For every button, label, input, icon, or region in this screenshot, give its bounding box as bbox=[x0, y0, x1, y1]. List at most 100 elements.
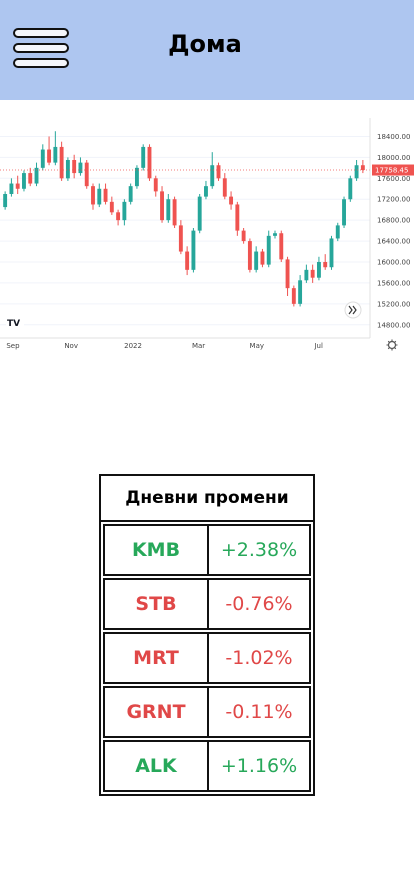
candle-body bbox=[310, 269, 315, 278]
ticker-cell: ALK bbox=[105, 742, 209, 790]
tradingview-logo-icon[interactable]: TV bbox=[6, 316, 24, 329]
time-tick-label: 2022 bbox=[124, 342, 142, 350]
candle-body bbox=[34, 167, 39, 184]
chevrons bbox=[348, 305, 357, 315]
price-chart[interactable]: 18400.00 18000.00 17600.00 17200.00 16800.00… bbox=[0, 118, 414, 356]
candle-body bbox=[291, 288, 296, 304]
daily-changes-rows: KMB +2.38% STB -0.76% MRT -1.02% GRNT -0… bbox=[101, 522, 313, 794]
time-tick-label: Jul bbox=[313, 342, 323, 350]
price-tick-label: 18000.00 bbox=[377, 154, 410, 162]
table-row[interactable]: KMB +2.38% bbox=[103, 524, 311, 576]
candle-body bbox=[348, 178, 353, 200]
hamburger-menu-icon[interactable] bbox=[13, 28, 69, 72]
candle-body bbox=[97, 188, 102, 205]
candle-body bbox=[335, 225, 340, 239]
candle-body bbox=[109, 201, 114, 213]
candle-body bbox=[342, 199, 346, 226]
menu-bar-bottom bbox=[13, 58, 69, 68]
candle-body bbox=[59, 146, 64, 179]
ticker-cell: KMB bbox=[105, 526, 209, 574]
candle-body bbox=[166, 199, 171, 221]
candle-body bbox=[91, 186, 95, 205]
price-tick-label: 14800.00 bbox=[377, 321, 410, 329]
gear-icon[interactable] bbox=[386, 339, 398, 351]
candle-body bbox=[266, 235, 271, 265]
candle-body bbox=[160, 191, 164, 221]
price-tick-label: 15200.00 bbox=[377, 300, 410, 308]
gear-teeth bbox=[386, 339, 398, 351]
chart-candles bbox=[0, 131, 370, 307]
candle-body bbox=[9, 183, 14, 194]
candle-body bbox=[222, 178, 227, 197]
candle-body bbox=[241, 230, 246, 242]
candle-body bbox=[304, 269, 309, 281]
table-row[interactable]: GRNT -0.11% bbox=[103, 686, 311, 738]
candle-body bbox=[147, 146, 152, 179]
price-axis: 18400.00 18000.00 17600.00 17200.00 16800.00… bbox=[377, 133, 410, 329]
price-tick-label: 18400.00 bbox=[377, 133, 410, 141]
candle-body bbox=[298, 280, 303, 304]
candle-body bbox=[360, 165, 365, 171]
candle-body bbox=[65, 160, 70, 179]
menu-bar-middle bbox=[13, 43, 69, 53]
candle-body bbox=[185, 251, 190, 270]
candle-body bbox=[210, 165, 215, 187]
double-chevron-right-icon[interactable] bbox=[344, 301, 362, 319]
candle-body bbox=[153, 178, 158, 192]
chart-svg[interactable]: 18400.00 18000.00 17600.00 17200.00 16800.00… bbox=[0, 118, 414, 356]
app-header: Дома bbox=[0, 0, 414, 100]
candle-body bbox=[285, 259, 290, 289]
table-row[interactable]: STB -0.76% bbox=[103, 578, 311, 630]
candle-body bbox=[229, 196, 234, 205]
candle-body bbox=[216, 165, 221, 179]
change-cell: -1.02% bbox=[225, 647, 293, 669]
candle-body bbox=[15, 183, 20, 189]
change-cell: -0.76% bbox=[225, 593, 293, 615]
time-tick-label: Mar bbox=[192, 342, 205, 350]
price-tick-label: 16000.00 bbox=[377, 259, 410, 267]
candle-body bbox=[128, 186, 133, 202]
candle-body bbox=[22, 173, 26, 189]
candle-body bbox=[122, 201, 127, 221]
logo-bg bbox=[6, 316, 24, 328]
ticker-cell: GRNT bbox=[105, 688, 209, 736]
candle-body bbox=[254, 251, 259, 270]
table-row[interactable]: ALK +1.16% bbox=[103, 740, 311, 792]
last-price-tag: 17758.45 bbox=[372, 164, 414, 176]
candle-body bbox=[28, 173, 33, 184]
ticker-cell: STB bbox=[105, 580, 209, 628]
candle-body bbox=[247, 241, 252, 270]
candle-body bbox=[260, 251, 265, 265]
candle-body bbox=[316, 262, 321, 278]
page-title: Дома bbox=[168, 30, 242, 58]
last-price-label: 17758.45 bbox=[375, 167, 408, 175]
price-tick-label: 16400.00 bbox=[377, 238, 410, 246]
change-cell: -0.11% bbox=[225, 701, 293, 723]
candle-body bbox=[141, 146, 146, 168]
candle-body bbox=[134, 167, 139, 187]
time-tick-label: Sep bbox=[6, 342, 20, 350]
candle-body bbox=[72, 160, 77, 174]
daily-changes-title: Дневни промени bbox=[101, 476, 313, 522]
change-cell: +1.16% bbox=[220, 755, 298, 777]
ticker-cell: MRT bbox=[105, 634, 209, 682]
time-tick-label: May bbox=[250, 342, 264, 350]
scroll-button-circle bbox=[344, 301, 362, 319]
price-tick-label: 17600.00 bbox=[377, 175, 410, 183]
time-axis: Sep Nov 2022 Mar May Jul bbox=[6, 342, 323, 350]
candle-body bbox=[172, 199, 177, 226]
candle-body bbox=[78, 162, 83, 174]
candle-body bbox=[3, 194, 8, 208]
time-tick-label: Nov bbox=[64, 342, 78, 350]
table-row[interactable]: MRT -1.02% bbox=[103, 632, 311, 684]
price-tick-label: 15600.00 bbox=[377, 279, 410, 287]
candle-body bbox=[47, 149, 52, 163]
candle-body bbox=[103, 188, 108, 202]
candle-body bbox=[235, 204, 240, 231]
change-cell: +2.38% bbox=[220, 539, 298, 561]
price-tick-label: 17200.00 bbox=[377, 196, 410, 204]
last-price-tag-bg bbox=[372, 164, 414, 176]
logo-mark: TV bbox=[7, 319, 20, 329]
candle-body bbox=[329, 238, 334, 268]
candle-body bbox=[204, 186, 208, 197]
